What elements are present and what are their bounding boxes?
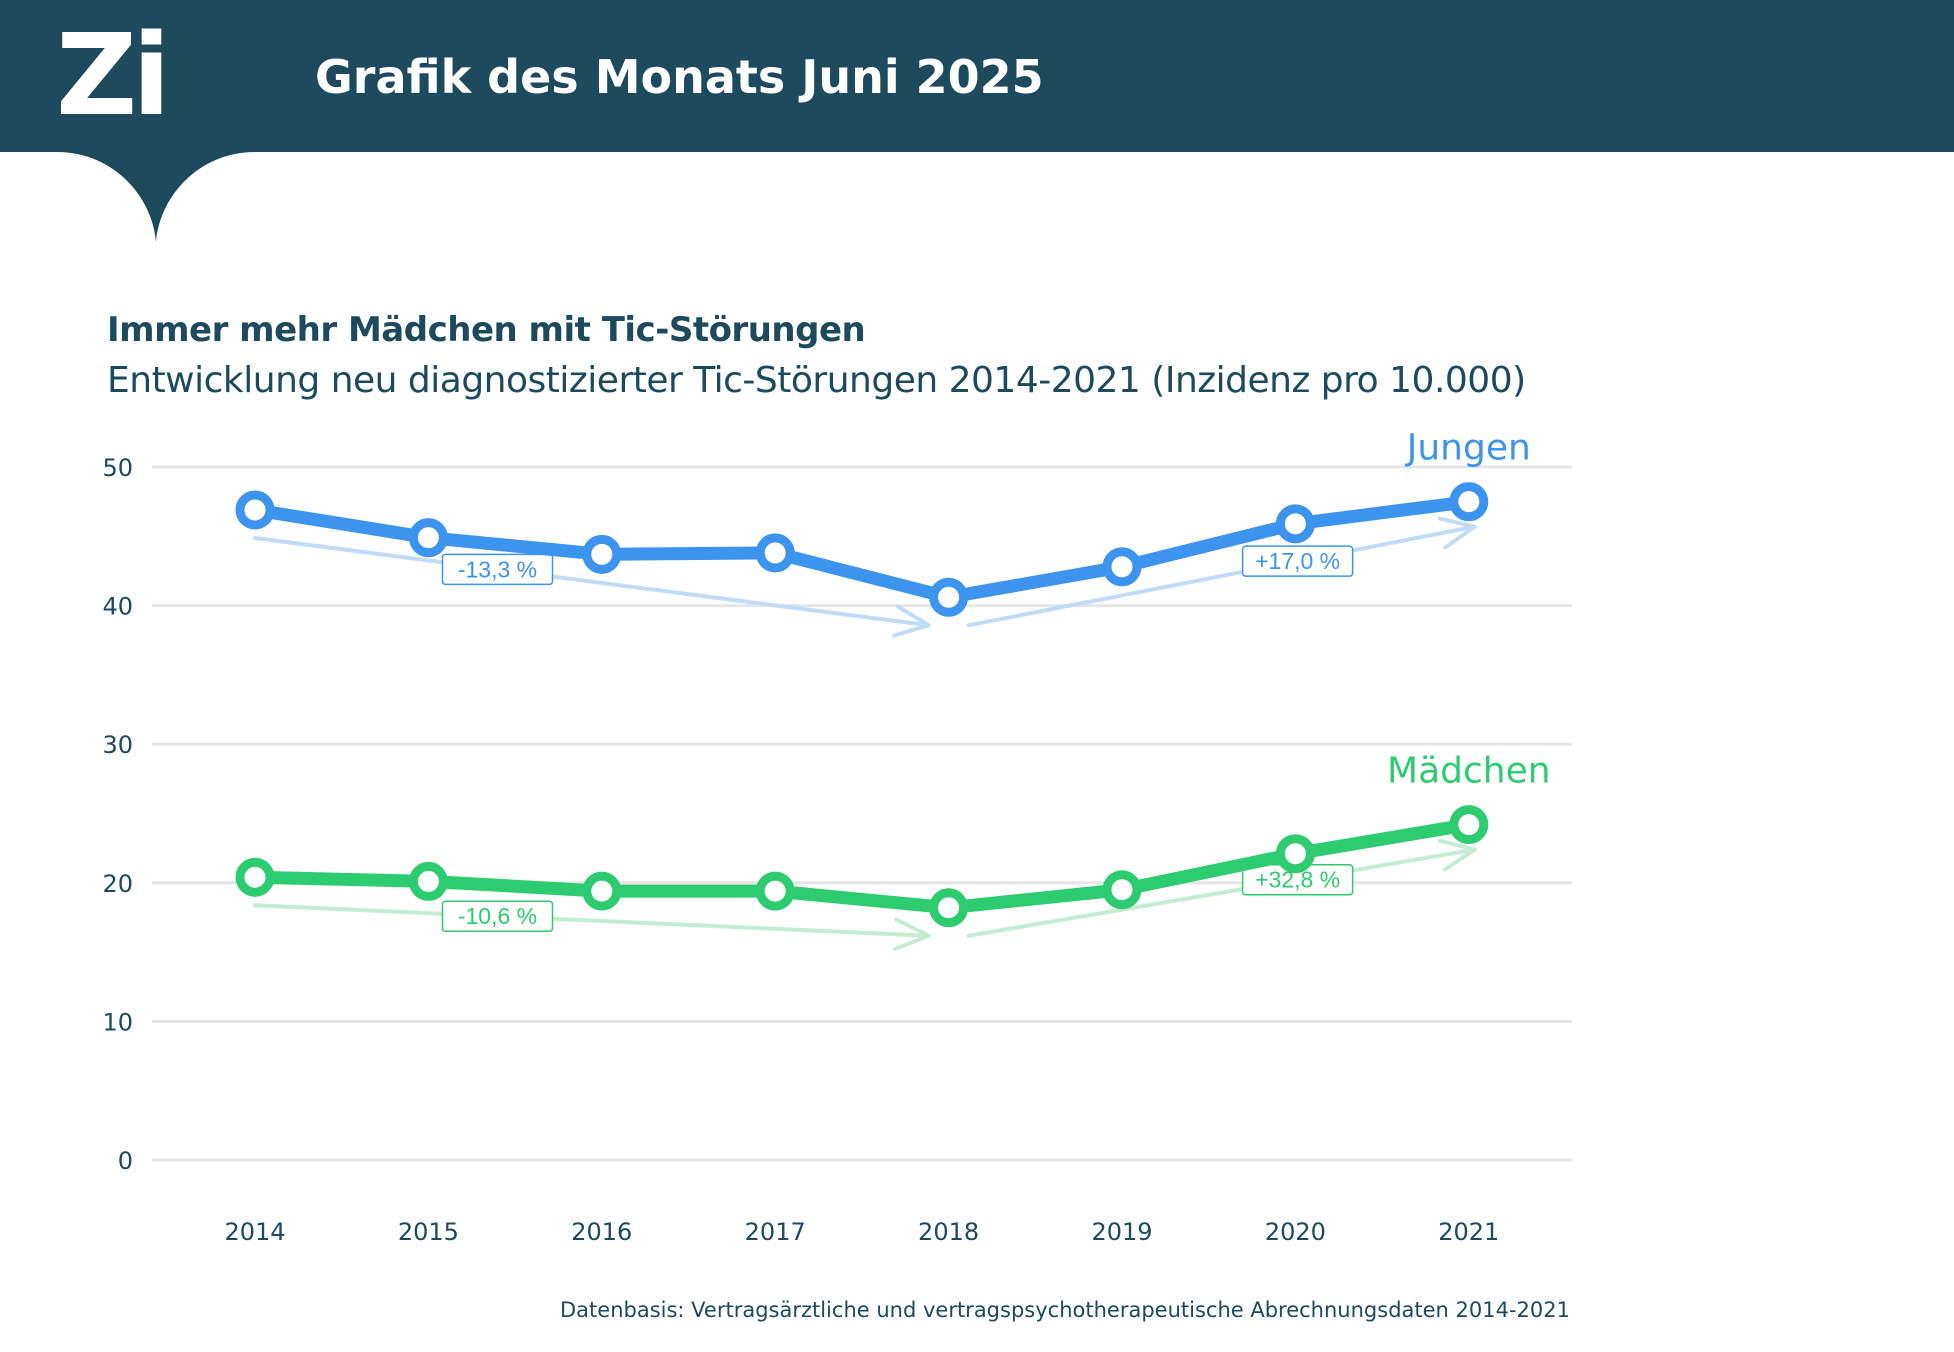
trend-arrowhead-m-dchen-2 [1437, 838, 1477, 872]
x-tick-label-2015: 2015 [398, 1218, 459, 1246]
x-tick-label-2019: 2019 [1091, 1218, 1152, 1246]
trend-arrow-jungen-2 [966, 524, 1477, 628]
chart-title: Immer mehr Mädchen mit Tic-Störungen [107, 310, 866, 350]
change-badge-jungen-1 [441, 553, 554, 586]
data-point-jungen-2016 [582, 534, 622, 574]
change-badge-m-dchen-1 [441, 900, 554, 932]
data-point-jungen-2017 [755, 533, 795, 573]
data-point-jungen-2021 [1449, 482, 1489, 522]
series-line-jungen [248, 495, 1476, 604]
data-point-m-dchen-2019 [1102, 870, 1142, 910]
change-label-jungen-2: +17,0 % [1255, 548, 1340, 574]
y-tick-label-20: 20 [102, 870, 133, 898]
trend-arrow-jungen-1 [253, 535, 931, 628]
data-point-m-dchen-2018 [929, 888, 969, 928]
y-tick-label-30: 30 [102, 731, 133, 759]
header-banner [0, 0, 1954, 242]
x-tick-label-2016: 2016 [571, 1218, 632, 1246]
data-point-jungen-2019 [1102, 547, 1142, 587]
trend-arrowhead-jungen-1 [892, 604, 931, 638]
data-point-m-dchen-2021 [1449, 805, 1489, 845]
data-source-note: Datenbasis: Vertragsärztliche und vertra… [560, 1298, 1570, 1322]
x-tick-label-2014: 2014 [224, 1218, 285, 1246]
series-label-jungen: Jungen [1405, 428, 1531, 469]
change-label-jungen-1: -13,3 % [458, 556, 537, 582]
data-point-jungen-2014 [235, 490, 275, 530]
zi-logo: Zi [56, 11, 171, 141]
change-badge-jungen-2 [1241, 545, 1354, 577]
data-point-m-dchen-2014 [235, 857, 275, 897]
trend-arrowhead-m-dchen-1 [893, 917, 931, 951]
trend-arrow-m-dchen-2 [966, 847, 1477, 938]
data-point-jungen-2015 [408, 518, 448, 558]
x-tick-label-2017: 2017 [745, 1218, 806, 1246]
y-tick-label-0: 0 [118, 1147, 133, 1175]
x-tick-label-2020: 2020 [1265, 1218, 1326, 1246]
data-point-m-dchen-2015 [408, 861, 448, 901]
y-tick-label-50: 50 [102, 454, 133, 482]
data-point-m-dchen-2017 [755, 871, 795, 911]
data-point-m-dchen-2016 [582, 871, 622, 911]
y-tick-label-10: 10 [102, 1008, 133, 1036]
x-tick-label-2021: 2021 [1438, 1218, 1499, 1246]
change-label-m-dchen-1: -10,6 % [458, 903, 537, 929]
series-line-m-dchen [248, 818, 1476, 915]
trend-arrow-m-dchen-1 [253, 903, 931, 938]
chart-subtitle: Entwicklung neu diagnostizierter Tic-Stö… [107, 360, 1526, 401]
data-point-m-dchen-2020 [1275, 834, 1315, 874]
header-title: Grafik des Monats Juni 2025 [315, 50, 1044, 104]
data-point-jungen-2018 [929, 577, 969, 617]
trend-arrowhead-jungen-2 [1437, 516, 1477, 550]
y-tick-label-40: 40 [102, 593, 133, 621]
data-point-jungen-2020 [1275, 504, 1315, 544]
series-label-m-dchen: Mädchen [1387, 751, 1551, 792]
x-tick-label-2018: 2018 [918, 1218, 979, 1246]
